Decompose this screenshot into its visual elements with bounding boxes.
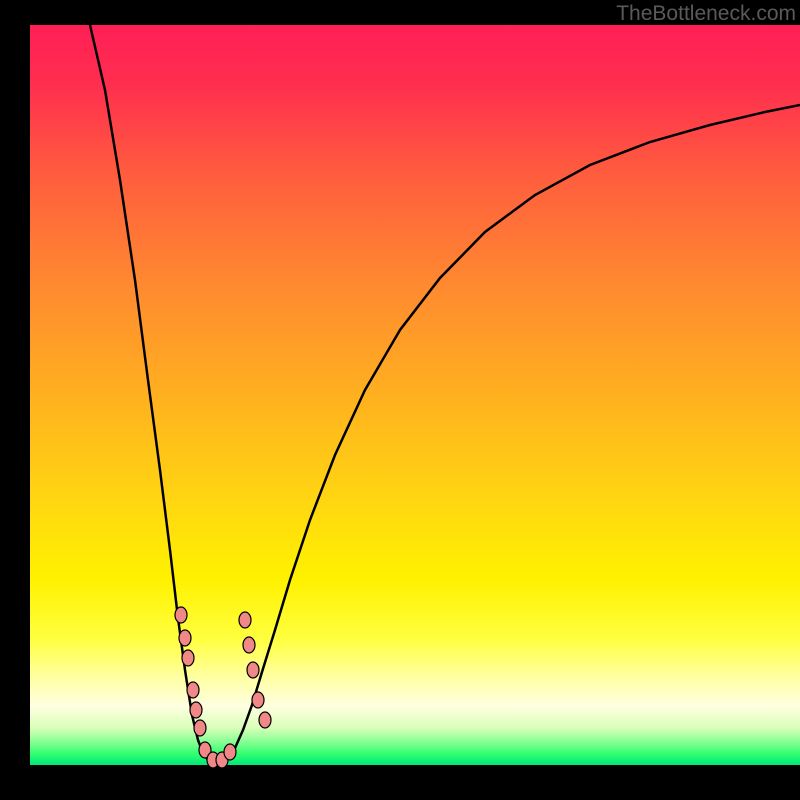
watermark-text: TheBottleneck.com [616,2,796,26]
chart-container: TheBottleneck.com [30,0,800,770]
chart-svg [30,0,800,770]
marker-point [239,612,251,628]
marker-point [259,712,271,728]
gradient-background [30,25,800,765]
marker-point [224,744,236,760]
marker-point [179,630,191,646]
marker-point [243,637,255,653]
marker-point [187,682,199,698]
marker-point [247,662,259,678]
marker-point [194,720,206,736]
marker-point [175,607,187,623]
marker-point [182,650,194,666]
marker-point [190,702,202,718]
marker-point [252,692,264,708]
